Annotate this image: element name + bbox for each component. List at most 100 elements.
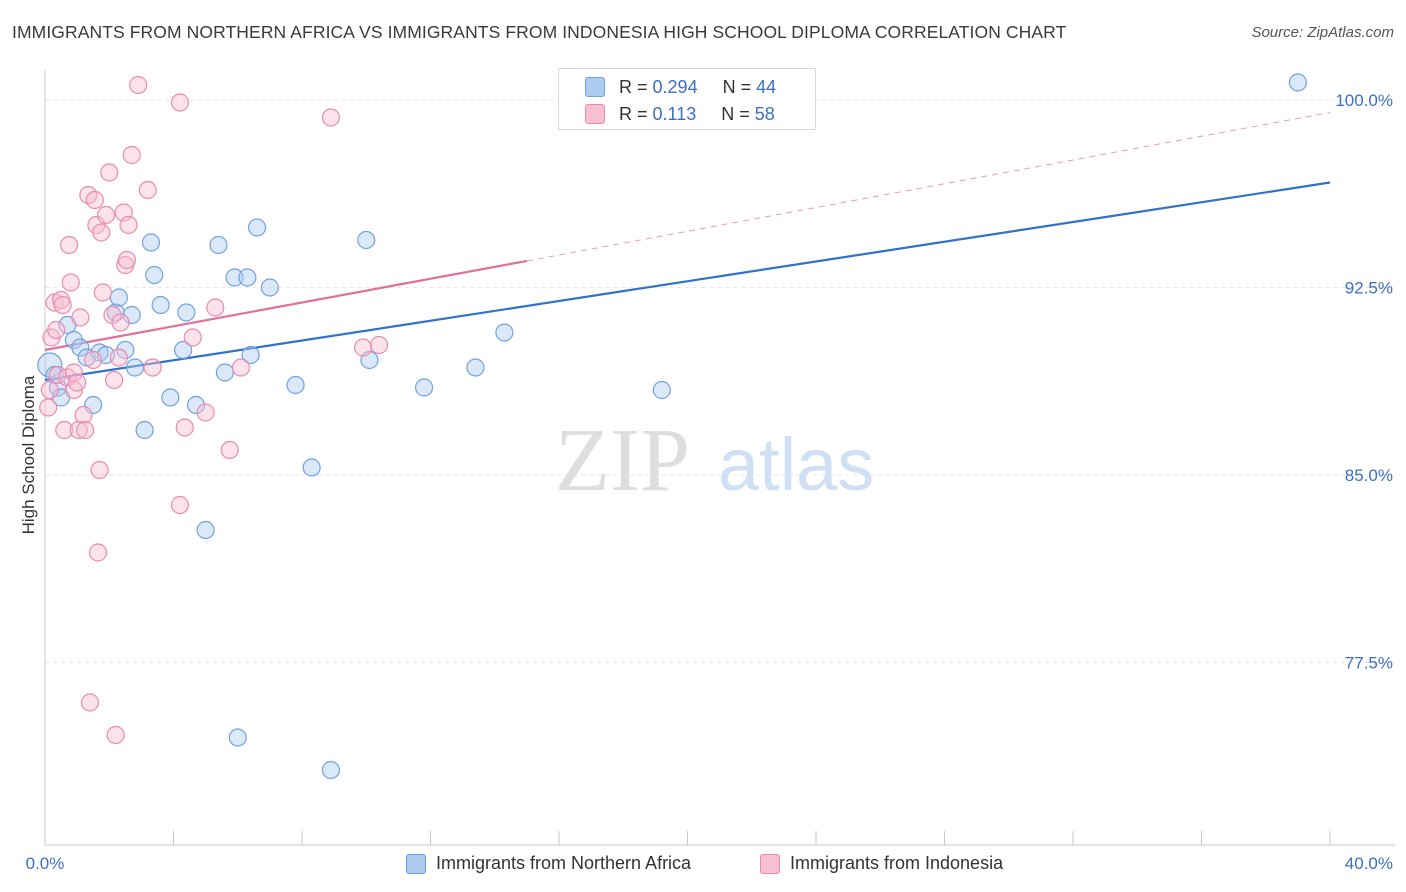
point-northern-africa xyxy=(321,760,341,780)
trend-line-solid xyxy=(44,259,528,352)
point-northern-africa xyxy=(302,458,321,477)
point-indonesia xyxy=(88,543,108,562)
point-indonesia xyxy=(183,328,202,347)
trend-line-solid xyxy=(44,181,1331,382)
point-northern-africa xyxy=(286,375,305,395)
r-value: 0.294 xyxy=(652,76,698,97)
point-indonesia xyxy=(61,273,80,292)
point-indonesia xyxy=(129,75,148,95)
point-indonesia xyxy=(206,298,225,317)
point-northern-africa xyxy=(260,278,279,297)
x-tick-label: 40.0% xyxy=(1345,854,1393,873)
trend-line-dashed xyxy=(526,112,1331,262)
watermark: ZIP atlas xyxy=(555,411,874,510)
legend-swatch-indonesia xyxy=(760,853,780,874)
point-northern-africa xyxy=(238,268,257,287)
watermark-zip: ZIP xyxy=(555,411,690,510)
y-tick-label: 77.5% xyxy=(1345,654,1393,673)
point-indonesia xyxy=(106,725,125,745)
legend-label: Immigrants from Indonesia xyxy=(790,853,1004,873)
n-label: N = xyxy=(721,103,750,124)
legend-label: Immigrants from Northern Africa xyxy=(436,853,692,873)
y-tick-label: 100.0% xyxy=(1335,91,1393,110)
point-indonesia xyxy=(109,348,128,367)
point-northern-africa xyxy=(215,363,234,382)
point-indonesia xyxy=(119,215,138,235)
chart-title: IMMIGRANTS FROM NORTHERN AFRICA VS IMMIG… xyxy=(12,22,1067,42)
gridlines xyxy=(45,99,1395,663)
point-indonesia xyxy=(175,418,194,437)
n-value: 44 xyxy=(756,76,777,97)
point-northern-africa xyxy=(414,378,434,397)
x-tick-label: 0.0% xyxy=(26,854,65,873)
swatch-northern-africa xyxy=(585,77,605,97)
point-indonesia xyxy=(96,205,116,225)
point-northern-africa xyxy=(228,728,247,747)
point-indonesia xyxy=(71,308,90,327)
swatch-indonesia xyxy=(585,104,605,124)
point-indonesia xyxy=(353,338,373,357)
y-tick-label: 85.0% xyxy=(1345,466,1393,485)
point-indonesia xyxy=(84,350,103,370)
point-indonesia xyxy=(39,398,58,417)
point-indonesia xyxy=(100,163,119,182)
source-credit: Source: ZipAtlas.com xyxy=(1251,24,1394,41)
point-northern-africa xyxy=(186,395,206,415)
point-northern-africa xyxy=(109,288,128,307)
point-indonesia xyxy=(68,373,87,392)
legend-item-indonesia[interactable]: Immigrants from Indonesia xyxy=(760,853,1003,874)
point-northern-africa xyxy=(466,358,485,377)
point-indonesia xyxy=(53,295,72,315)
data-points xyxy=(37,73,1307,780)
point-indonesia xyxy=(370,335,389,355)
point-indonesia xyxy=(111,313,130,332)
point-northern-africa xyxy=(225,268,244,287)
point-northern-africa xyxy=(135,420,154,440)
point-indonesia xyxy=(231,358,251,377)
r-label: R = xyxy=(619,103,648,124)
point-indonesia xyxy=(143,358,162,377)
point-indonesia xyxy=(122,145,141,165)
point-indonesia xyxy=(220,440,239,460)
point-northern-africa xyxy=(161,388,180,407)
point-northern-africa xyxy=(84,395,103,415)
watermark-atlas: atlas xyxy=(718,423,874,506)
axes xyxy=(44,70,1395,846)
point-northern-africa xyxy=(495,323,514,342)
point-northern-africa xyxy=(125,358,145,377)
point-indonesia xyxy=(104,370,124,390)
point-northern-africa xyxy=(652,380,671,400)
point-indonesia xyxy=(85,190,104,210)
point-indonesia xyxy=(92,223,111,242)
point-indonesia xyxy=(40,380,59,400)
point-northern-africa xyxy=(145,265,164,285)
point-northern-africa xyxy=(196,520,215,540)
point-indonesia xyxy=(74,405,93,425)
point-indonesia xyxy=(321,108,341,127)
point-indonesia xyxy=(93,283,112,302)
legend-item-northern-africa[interactable]: Immigrants from Northern Africa xyxy=(406,853,691,874)
y-axis-label: High School Diploma xyxy=(19,375,38,534)
point-indonesia xyxy=(90,460,109,480)
point-indonesia xyxy=(170,93,190,112)
r-value: 0.113 xyxy=(652,103,697,124)
trend-lines xyxy=(44,112,1331,382)
point-indonesia xyxy=(55,420,74,440)
point-northern-africa xyxy=(174,340,193,360)
point-northern-africa xyxy=(64,330,84,350)
series-legend: Immigrants from Northern Africa Immigran… xyxy=(0,850,1406,880)
point-indonesia xyxy=(170,495,190,515)
y-tick-label: 92.5% xyxy=(1345,279,1393,298)
point-northern-africa xyxy=(247,218,267,237)
point-northern-africa xyxy=(151,295,170,315)
point-indonesia xyxy=(76,420,95,440)
point-indonesia xyxy=(47,320,66,340)
point-indonesia xyxy=(196,403,215,422)
point-northern-africa xyxy=(141,233,161,252)
point-indonesia xyxy=(138,180,157,200)
point-northern-africa xyxy=(116,340,135,360)
point-indonesia xyxy=(80,693,100,712)
n-label: N = xyxy=(722,76,752,97)
point-northern-africa xyxy=(241,345,260,365)
